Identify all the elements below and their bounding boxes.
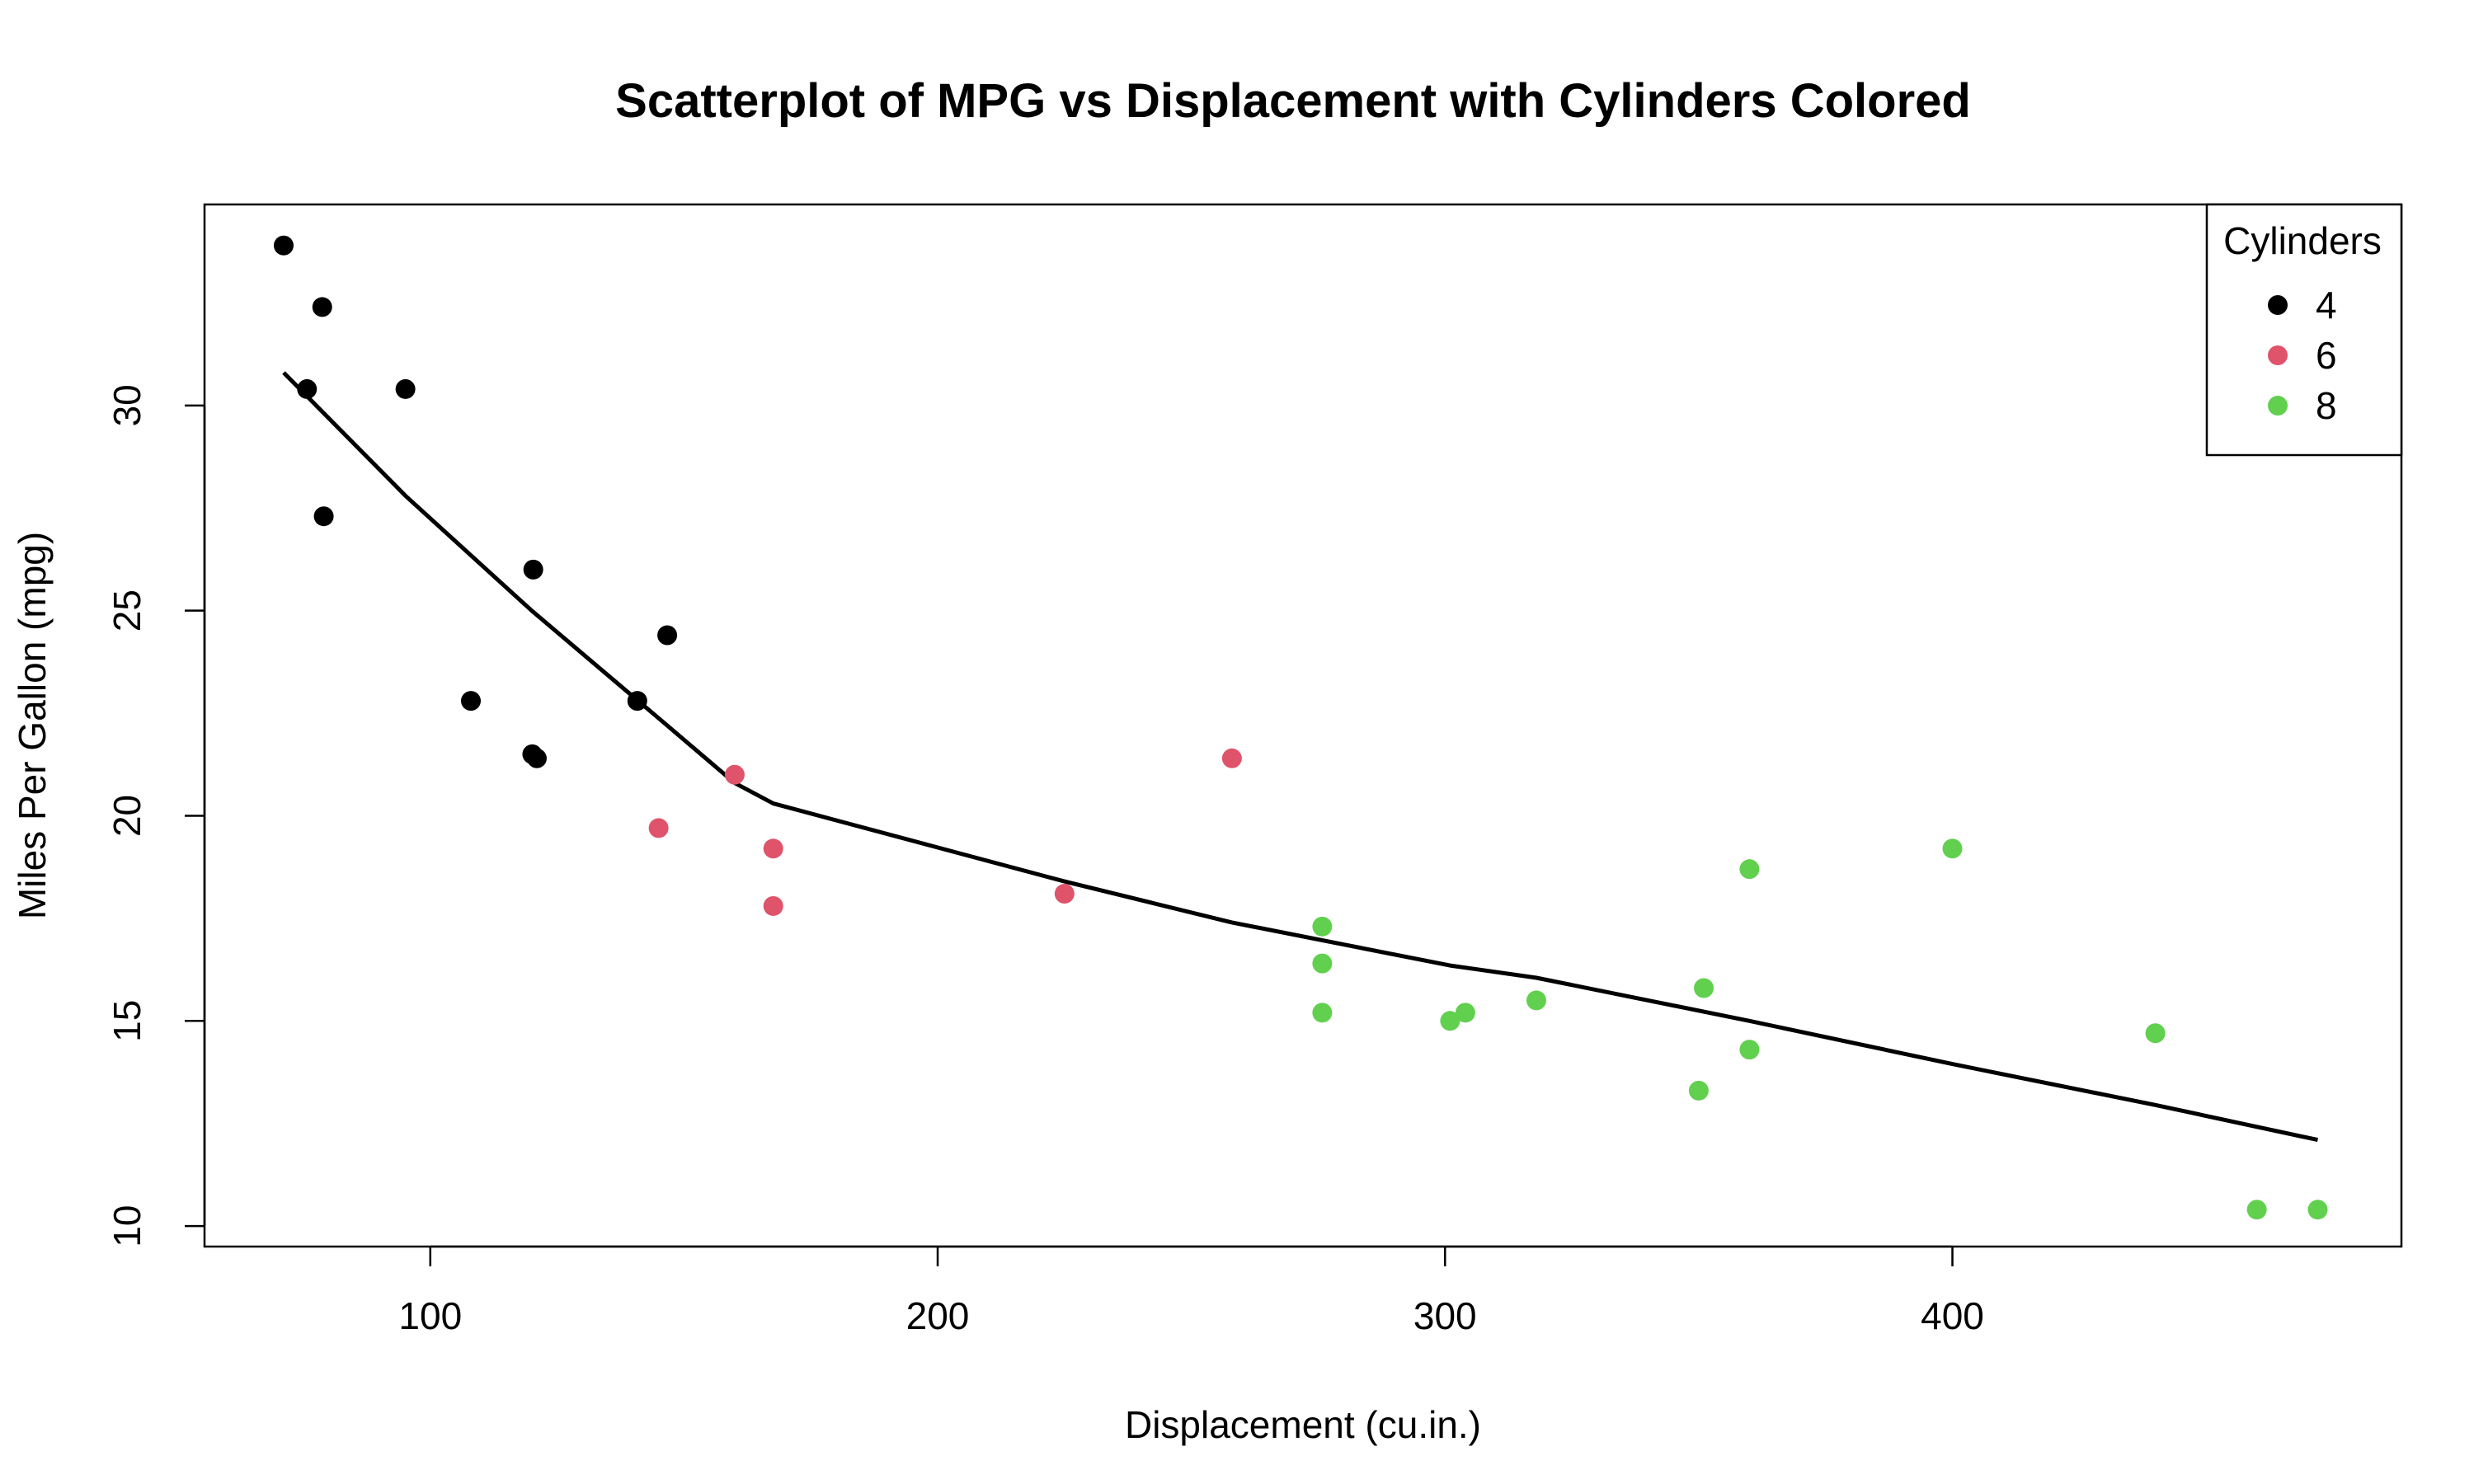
data-point-cyl-4 xyxy=(395,378,416,399)
y-axis: 10 15 20 25 30 xyxy=(106,384,206,1247)
legend-marker-4 xyxy=(2268,295,2288,315)
x-tick-label: 300 xyxy=(1413,1294,1477,1337)
data-point-cyl-8 xyxy=(2246,1200,2267,1220)
x-tick-label: 400 xyxy=(1921,1294,1984,1337)
data-point-cyl-8 xyxy=(1739,859,1760,880)
legend-label-8: 8 xyxy=(2316,384,2337,427)
data-point-cyl-4 xyxy=(627,691,647,711)
data-point-cyl-8 xyxy=(1739,1040,1760,1060)
x-tick-label: 200 xyxy=(906,1294,970,1337)
data-point-cyl-8 xyxy=(2145,1023,2166,1044)
y-axis-label: Miles Per Gallon (mpg) xyxy=(11,532,54,919)
legend-marker-6 xyxy=(2268,345,2288,365)
data-point-cyl-6 xyxy=(763,838,783,859)
legend: Cylinders 4 6 8 xyxy=(2205,203,2403,457)
data-point-cyl-6 xyxy=(724,764,745,785)
trend-line-layer xyxy=(282,371,2319,1143)
legend-box xyxy=(2205,203,2403,457)
data-point-cyl-8 xyxy=(2307,1200,2328,1220)
data-point-cyl-8 xyxy=(1312,916,1333,937)
data-point-cyl-4 xyxy=(461,691,482,711)
data-point-cyl-4 xyxy=(313,506,334,527)
legend-items: 4 6 8 xyxy=(2268,284,2337,427)
legend-title: Cylinders xyxy=(2223,219,2382,262)
data-point-cyl-4 xyxy=(312,297,332,317)
data-point-cyl-8 xyxy=(1312,1003,1333,1023)
y-tick-label: 30 xyxy=(106,384,148,426)
data-point-cyl-6 xyxy=(1221,748,1242,768)
y-tick-label: 25 xyxy=(106,589,148,632)
data-point-cyl-8 xyxy=(1688,1080,1709,1101)
data-point-cyl-8 xyxy=(1440,1011,1460,1031)
data-point-cyl-4 xyxy=(526,748,547,768)
y-tick-label: 10 xyxy=(106,1205,148,1247)
data-point-cyl-4 xyxy=(523,559,543,580)
legend-label-4: 4 xyxy=(2316,284,2337,326)
data-point-cyl-4 xyxy=(657,625,678,646)
y-tick-label: 20 xyxy=(106,795,148,837)
chart-title: Scatterplot of MPG vs Displacement with … xyxy=(615,74,1971,128)
x-tick-label: 100 xyxy=(398,1294,462,1337)
data-point-cyl-6 xyxy=(1054,884,1075,904)
legend-label-6: 6 xyxy=(2316,334,2337,377)
data-point-cyl-8 xyxy=(1694,978,1714,998)
data-point-cyl-4 xyxy=(297,378,317,399)
data-point-cyl-6 xyxy=(648,818,669,838)
data-point-cyl-8 xyxy=(1526,990,1547,1011)
data-point-cyl-6 xyxy=(763,895,783,916)
x-axis-label: Displacement (cu.in.) xyxy=(1125,1403,1481,1446)
data-point-cyl-4 xyxy=(273,235,294,256)
trend-line xyxy=(282,371,2319,1143)
legend-marker-8 xyxy=(2268,396,2288,416)
y-tick-label: 15 xyxy=(106,1000,148,1042)
x-axis: 100 200 300 400 xyxy=(398,1245,1984,1337)
data-points-layer xyxy=(273,235,2328,1220)
data-point-cyl-8 xyxy=(1312,953,1333,974)
data-point-cyl-8 xyxy=(1455,1003,1475,1023)
data-point-cyl-8 xyxy=(1942,838,1963,859)
